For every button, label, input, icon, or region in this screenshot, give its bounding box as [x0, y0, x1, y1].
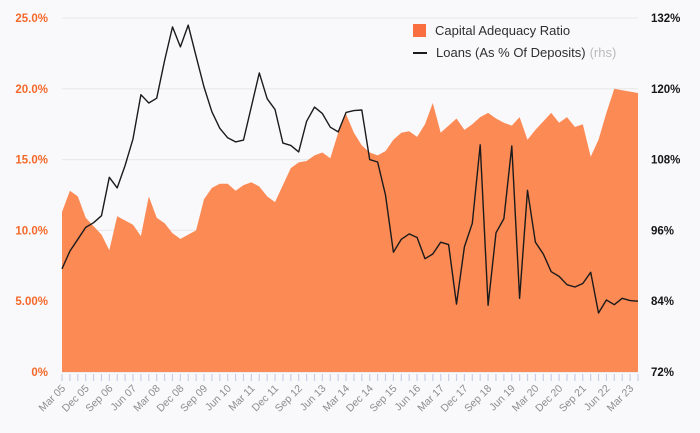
legend-label: Loans (As % Of Deposits) (rhs) — [436, 45, 617, 60]
left-axis-tick-label: 20.0% — [15, 84, 48, 96]
left-axis-tick-label: 25.0% — [15, 13, 48, 25]
chart-legend: Capital Adequacy Ratio Loans (As % Of De… — [413, 23, 616, 60]
left-axis-tick-label: 10.0% — [15, 225, 48, 237]
area-series-capital-adequacy-ratio — [62, 88, 638, 373]
left-axis-tick-label: 0% — [31, 367, 48, 379]
right-axis-tick-label: 120% — [651, 84, 680, 96]
left-axis-tick-label: 15.0% — [15, 155, 48, 167]
area-series-swatch-icon — [413, 24, 426, 37]
legend-item-capital-adequacy[interactable]: Capital Adequacy Ratio — [413, 23, 616, 38]
legend-item-loans[interactable]: Loans (As % Of Deposits) (rhs) — [413, 45, 616, 60]
right-axis-tick-label: 72% — [651, 367, 674, 379]
line-series-loans-pct-of-deposits — [61, 24, 639, 314]
right-axis-tick-label: 132% — [651, 13, 680, 25]
line-series-dash-icon — [413, 51, 427, 54]
right-axis-tick-label: 108% — [651, 155, 680, 167]
right-axis-tick-label: 96% — [651, 225, 674, 237]
right-axis-tick-label: 84% — [651, 296, 674, 308]
legend-label: Capital Adequacy Ratio — [435, 23, 571, 38]
left-axis-tick-label: 5.00% — [15, 296, 48, 308]
rhs-suffix: (rhs) — [589, 45, 617, 60]
